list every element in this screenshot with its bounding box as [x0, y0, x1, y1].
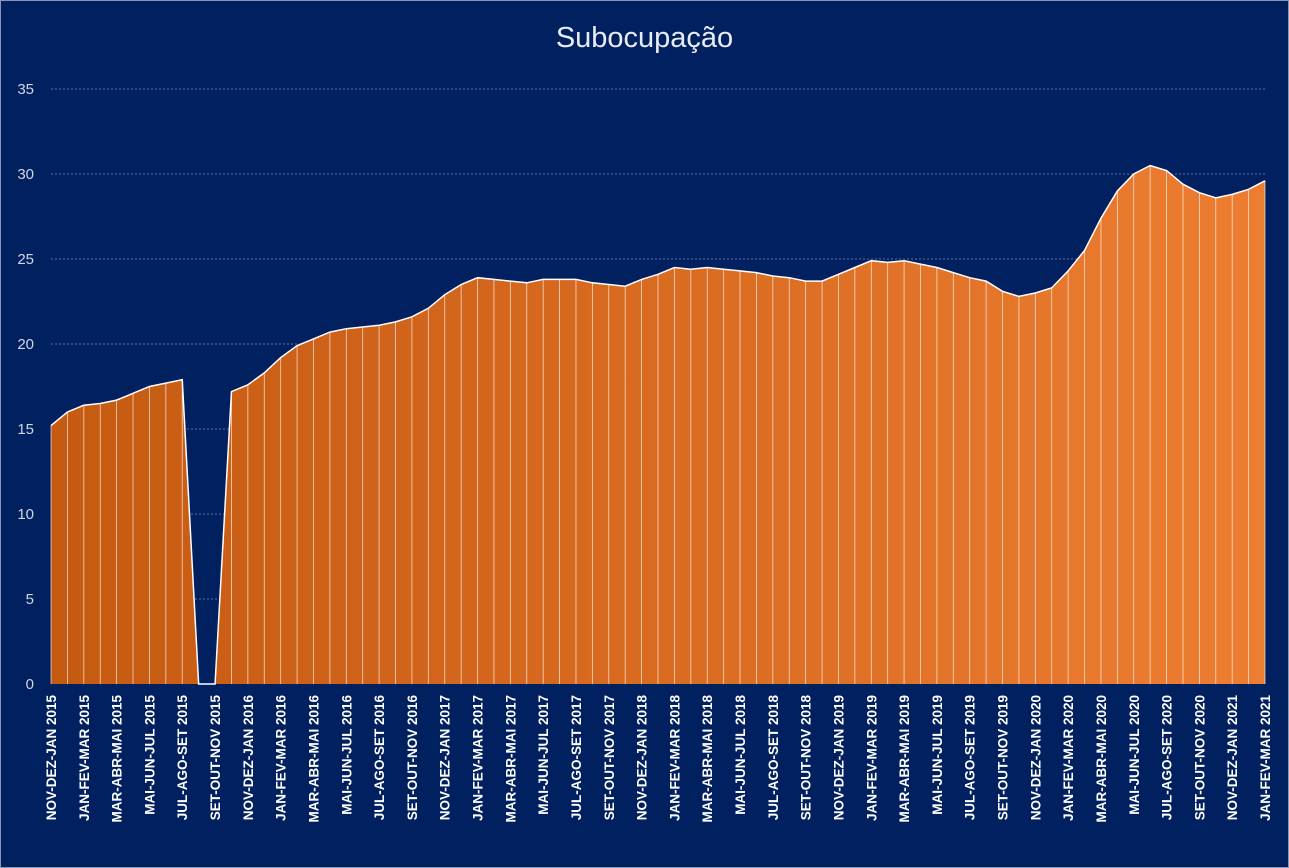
x-tick-label: MAR-ABR-MAI 2020 [1094, 695, 1109, 823]
x-tick-label: JAN-FEV-MAR 2016 [274, 695, 289, 822]
x-tick-label: MAI-JUN-JUL 2017 [536, 695, 551, 815]
x-tick-label: JAN-FEV-MAR 2017 [471, 695, 486, 821]
y-tick-label: 25 [17, 251, 34, 268]
x-tick-label: JAN-FEV-MAR 2018 [667, 695, 682, 822]
x-tick-label: SET-OUT-NOV 2016 [405, 695, 420, 821]
x-tick-label: JAN-FEV-MAR 2021 [1258, 695, 1273, 822]
y-tick-label: 20 [17, 336, 34, 353]
x-tick-label: MAR-ABR-MAI 2016 [306, 695, 321, 823]
x-tick-label: MAI-JUN-JUL 2019 [930, 695, 945, 815]
x-tick-label: MAR-ABR-MAI 2019 [897, 695, 912, 823]
x-tick-label: MAI-JUN-JUL 2016 [339, 695, 354, 815]
x-tick-label: JUL-AGO-SET 2015 [175, 695, 190, 821]
y-tick-label: 5 [26, 591, 34, 608]
y-tick-label: 30 [17, 166, 34, 183]
x-tick-label: JAN-FEV-MAR 2015 [77, 695, 92, 822]
x-tick-label: SET-OUT-NOV 2019 [996, 695, 1011, 820]
y-tick-label: 35 [17, 81, 34, 98]
x-tick-label: MAI-JUN-JUL 2020 [1127, 695, 1142, 815]
x-tick-label: SET-OUT-NOV 2018 [799, 695, 814, 821]
x-tick-label: MAR-ABR-MAI 2015 [110, 695, 125, 823]
x-tick-label: JUL-AGO-SET 2017 [569, 695, 584, 820]
x-tick-label: NOV-DEZ-JAN 2017 [438, 695, 453, 820]
x-tick-label: NOV-DEZ-JAN 2018 [635, 695, 650, 821]
x-tick-label: JAN-FEV-MAR 2019 [864, 695, 879, 821]
x-tick-label: MAI-JUN-JUL 2018 [733, 695, 748, 815]
series-line [50, 164, 1266, 685]
x-tick-label: SET-OUT-NOV 2020 [1192, 695, 1207, 820]
series-outline [50, 164, 1266, 685]
x-tick-label: MAR-ABR-MAI 2018 [700, 695, 715, 823]
y-tick-label: 10 [17, 506, 34, 523]
x-tick-label: NOV-DEZ-JAN 2015 [44, 695, 59, 821]
x-axis-ticks: NOV-DEZ-JAN 2015 JAN-FEV-MAR 2015 MAR-ABR-… [44, 695, 1273, 823]
y-axis-ticks: 0 5 10 15 20 25 30 35 [17, 81, 34, 693]
x-tick-label: NOV-DEZ-JAN 2019 [831, 695, 846, 820]
x-tick-label: NOV-DEZ-JAN 2016 [241, 695, 256, 821]
x-tick-label: JUL-AGO-SET 2019 [963, 695, 978, 820]
x-tick-label: SET-OUT-NOV 2017 [602, 695, 617, 820]
x-tick-label: NOV-DEZ-JAN 2021 [1225, 695, 1240, 821]
x-tick-label: JUL-AGO-SET 2018 [766, 695, 781, 821]
x-tick-label: JUL-AGO-SET 2020 [1160, 695, 1175, 820]
x-tick-label: JAN-FEV-MAR 2020 [1061, 695, 1076, 821]
x-tick-label: NOV-DEZ-JAN 2020 [1028, 695, 1043, 820]
chart-title: Subocupação [555, 22, 734, 54]
x-tick-label: MAR-ABR-MAI 2017 [503, 695, 518, 823]
point-dividers [50, 165, 1266, 684]
x-tick-label: SET-OUT-NOV 2015 [208, 695, 223, 821]
x-tick-label: MAI-JUN-JUL 2015 [142, 695, 157, 815]
y-tick-label: 15 [17, 421, 34, 438]
x-tick-label: JUL-AGO-SET 2016 [372, 695, 387, 821]
y-tick-label: 0 [26, 676, 34, 693]
